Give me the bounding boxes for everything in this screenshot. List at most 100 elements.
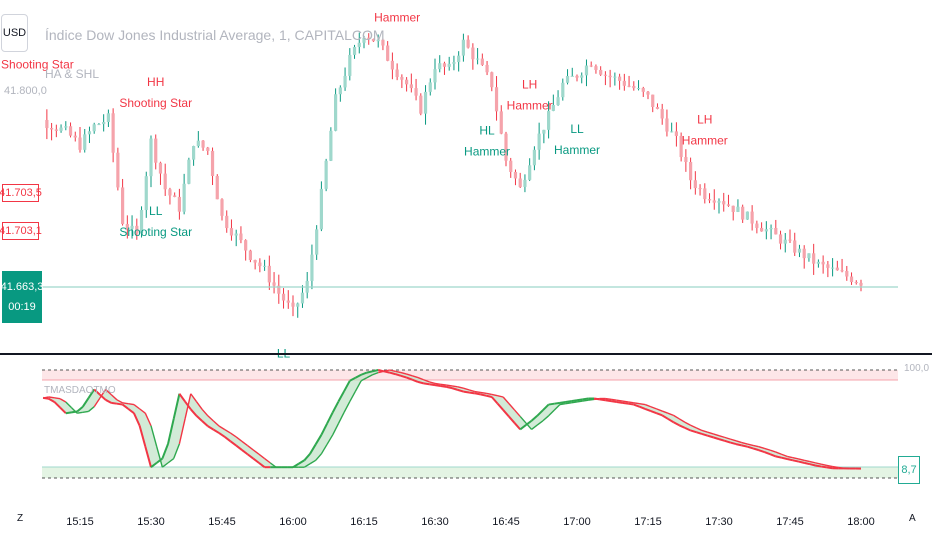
zoom-button[interactable]: Z (17, 513, 24, 524)
oscillator-fast-segment (349, 376, 356, 382)
oscillator-slow-segment (673, 414, 680, 420)
oscillator-slow-segment (207, 415, 214, 422)
candle (144, 171, 148, 218)
oscillator-slow-segment (417, 376, 424, 381)
oscillator-fast-segment (156, 457, 163, 464)
oversold-zone (42, 467, 898, 478)
oscillator-slow-segment (320, 443, 328, 455)
oscillator-fast-segment (610, 400, 617, 403)
oscillator-slow-segment (502, 396, 510, 404)
oscillator-fast-segment (429, 383, 436, 387)
price-level-label: 41.800,0 (4, 85, 47, 97)
oscillator-fast-segment (167, 418, 175, 445)
oscillator-slow-segment (93, 397, 101, 408)
oscillator-slow-segment (724, 436, 731, 440)
candle (158, 161, 163, 185)
candle (693, 171, 697, 195)
candle (343, 67, 347, 91)
candle (277, 274, 281, 304)
oscillator-fast-segment (355, 373, 362, 379)
oscillator-slow-segment (633, 402, 640, 405)
candle (471, 43, 475, 70)
oscillator-slow-segment (650, 406, 657, 410)
time-tick-label: 17:30 (705, 516, 733, 528)
oscillator-slow-segment (463, 387, 470, 391)
oscillator-fast-segment (372, 369, 379, 373)
currency-button[interactable]: USD (1, 14, 28, 52)
oscillator-slow-segment (576, 400, 583, 403)
oscillator-fast-segment (781, 456, 788, 460)
oscillator-slow-segment (429, 381, 436, 385)
oscillator-fast-segment (474, 392, 481, 396)
annotation-text: Shooting Star (119, 225, 192, 239)
oscillator-fill (43, 370, 861, 469)
candle (447, 56, 451, 71)
oscillator-slow-segment (156, 446, 164, 468)
time-axis[interactable]: 15:15 15:30 15:45 16:00 16:15 16:30 16:45 17:00… (66, 516, 875, 528)
annotation-label: HL Hammer (464, 124, 510, 159)
oscillator-fast-segment (605, 399, 612, 403)
candle (192, 145, 196, 166)
candle (584, 59, 589, 87)
candle (684, 149, 688, 172)
oscillator-fast-segment (502, 409, 510, 418)
oscillator-slow-segment (684, 421, 691, 426)
candle (83, 128, 87, 153)
oscillator-fast-segment (747, 445, 754, 450)
annotation-text: Hammer (682, 133, 728, 147)
oscillator-fast-segment (258, 462, 266, 468)
oscillator-fast-segment (644, 407, 652, 412)
auto-scale-button[interactable]: A (909, 513, 916, 524)
candle (764, 221, 768, 240)
time-tick-label: 16:15 (350, 516, 378, 528)
candle (778, 230, 783, 250)
candle (135, 218, 139, 240)
oscillator-fast-segment (212, 428, 220, 434)
oscillator-slow-segment (741, 441, 748, 445)
annotation-label: LH Hammer (507, 78, 553, 113)
candle (319, 181, 323, 232)
oscillator-slow-segment (838, 466, 845, 469)
oscillator-fast-segment (201, 420, 209, 427)
oscillator-slow-segment (440, 383, 447, 386)
oscillator-fast-segment (661, 414, 669, 420)
candle (760, 222, 764, 232)
candle (210, 147, 215, 186)
oscillator-slow-segment (639, 403, 646, 406)
oscillator-slow-segment (804, 459, 811, 463)
oscillator-slow-segment (667, 412, 674, 417)
oscillator-slow-segment (264, 458, 271, 464)
oscillator-slow-segment (826, 464, 833, 468)
oscillator-slow-segment (678, 418, 686, 423)
candle (565, 69, 570, 85)
candle (679, 132, 683, 162)
time-tick-label: 16:30 (421, 516, 449, 528)
oscillator-fast-segment (446, 385, 453, 390)
oscillator-fast-segment (656, 412, 663, 417)
oscillator-slow-segment (565, 402, 572, 405)
oscillator-fast-segment (116, 402, 123, 406)
candle (476, 48, 480, 65)
oscillator-slow-segment (701, 429, 708, 433)
candle (206, 146, 210, 155)
candle (196, 131, 200, 148)
oscillator-fast-segment (815, 464, 822, 468)
oscillator-slow-segment (610, 398, 617, 401)
candle (423, 85, 428, 125)
oscillator-fast-segment (76, 405, 84, 413)
oscillator-fast-segment (48, 397, 55, 403)
candle (622, 73, 626, 91)
candle (102, 114, 106, 132)
candle (793, 232, 797, 257)
oscillator-slow-segment (423, 379, 430, 383)
candle (267, 255, 271, 290)
time-tick-label: 16:45 (492, 516, 520, 528)
oscillator-slow-segment (360, 377, 368, 382)
oscillator-fast-segment (821, 465, 828, 469)
candle (712, 189, 716, 210)
annotation-label: Hammer (374, 11, 420, 25)
candle (485, 60, 489, 76)
oscillator-slow-segment (764, 447, 771, 451)
oscillator-fast-segment (190, 408, 198, 417)
